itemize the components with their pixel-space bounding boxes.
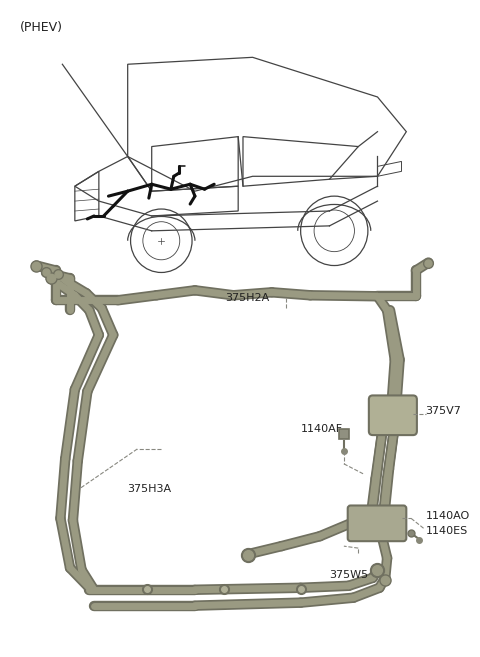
FancyBboxPatch shape	[369, 396, 417, 435]
Text: 1140AF: 1140AF	[300, 424, 343, 434]
Text: (PHEV): (PHEV)	[20, 20, 63, 34]
Text: 1140AO: 1140AO	[426, 511, 470, 522]
Text: 375H2A: 375H2A	[226, 293, 270, 304]
Text: 375V7: 375V7	[426, 406, 461, 417]
Text: 1140ES: 1140ES	[426, 526, 468, 536]
Text: 375H3A: 375H3A	[128, 484, 172, 493]
FancyBboxPatch shape	[348, 505, 407, 541]
Text: 375W5: 375W5	[329, 570, 368, 580]
